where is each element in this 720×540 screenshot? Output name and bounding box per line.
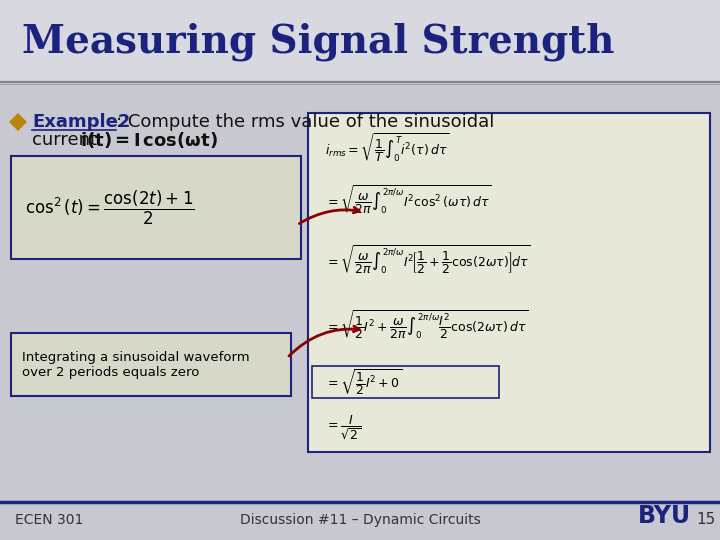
FancyBboxPatch shape	[11, 333, 291, 396]
Text: BYU: BYU	[638, 504, 691, 528]
FancyBboxPatch shape	[0, 0, 720, 80]
Text: current: current	[32, 131, 103, 149]
Text: $= \sqrt{\dfrac{\omega}{2\pi}\int_0^{2\pi/\omega} I^2\cos^2(\omega\tau)\,d\tau}$: $= \sqrt{\dfrac{\omega}{2\pi}\int_0^{2\p…	[325, 184, 492, 216]
FancyBboxPatch shape	[11, 156, 301, 259]
Text: $= \sqrt{\dfrac{\omega}{2\pi}\int_0^{2\pi/\omega} I^2\!\left[\dfrac{1}{2}+\dfrac: $= \sqrt{\dfrac{\omega}{2\pi}\int_0^{2\p…	[325, 244, 530, 276]
Text: Example2: Example2	[32, 113, 130, 131]
Text: $i_{rms} = \sqrt{\dfrac{1}{T}\int_0^{T} i^2(\tau)\,d\tau}$: $i_{rms} = \sqrt{\dfrac{1}{T}\int_0^{T} …	[325, 132, 449, 164]
Text: Measuring Signal Strength: Measuring Signal Strength	[22, 23, 614, 61]
Text: $\cos^2(t) = \dfrac{\cos(2t)+1}{2}$: $\cos^2(t) = \dfrac{\cos(2t)+1}{2}$	[25, 189, 194, 227]
FancyBboxPatch shape	[0, 82, 720, 540]
Text: 15: 15	[696, 512, 716, 528]
Text: $\mathbf{i(t) = I\,cos(\omega t)}$: $\mathbf{i(t) = I\,cos(\omega t)}$	[80, 130, 218, 150]
Text: $= \dfrac{I}{\sqrt{2}}$: $= \dfrac{I}{\sqrt{2}}$	[325, 414, 361, 442]
Text: Discussion #11 – Dynamic Circuits: Discussion #11 – Dynamic Circuits	[240, 513, 480, 527]
Text: ECEN 301: ECEN 301	[15, 513, 84, 527]
FancyBboxPatch shape	[308, 113, 710, 452]
Polygon shape	[9, 113, 27, 131]
Text: Integrating a sinusoidal waveform
over 2 periods equals zero: Integrating a sinusoidal waveform over 2…	[22, 351, 250, 379]
Text: : Compute the rms value of the sinusoidal: : Compute the rms value of the sinusoida…	[116, 113, 495, 131]
Text: $= \sqrt{\dfrac{1}{2}I^2 + 0}$: $= \sqrt{\dfrac{1}{2}I^2 + 0}$	[325, 367, 402, 397]
Text: $= \sqrt{\dfrac{1}{2}I^2 + \dfrac{\omega}{2\pi}\int_0^{2\pi/\omega}\dfrac{I^2}{2: $= \sqrt{\dfrac{1}{2}I^2 + \dfrac{\omega…	[325, 309, 528, 341]
